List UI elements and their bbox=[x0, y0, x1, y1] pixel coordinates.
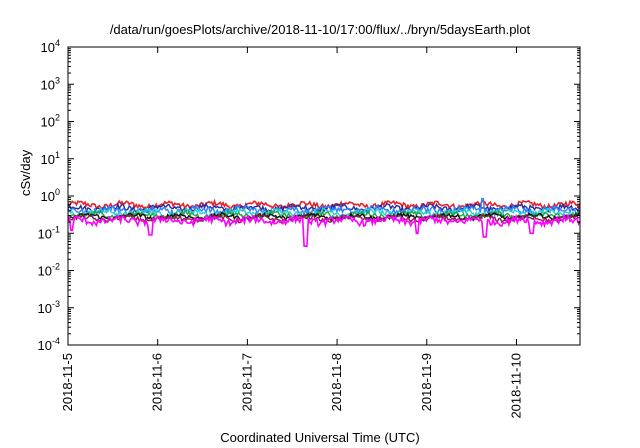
x-axis-label: Coordinated Universal Time (UTC) bbox=[220, 430, 420, 445]
y-tick-label: 103 bbox=[41, 75, 60, 92]
chart-title: /data/run/goesPlots/archive/2018-11-10/1… bbox=[109, 22, 531, 37]
x-tick-label: 2018-11-9 bbox=[419, 353, 434, 411]
x-tick-label: 2018-11-7 bbox=[239, 353, 254, 411]
x-tick-label: 2018-11-10 bbox=[508, 353, 523, 419]
y-tick-label: 10-3 bbox=[38, 299, 60, 316]
axes-layer: 10-4 10-3 10-2 10-1 100 101 102 103 104 2018-11-5… bbox=[38, 38, 581, 419]
series-line-8 bbox=[67, 212, 581, 247]
y-tick-label: 102 bbox=[41, 113, 60, 130]
x-tick-label: 2018-11-6 bbox=[150, 353, 165, 411]
x-tick-label: 2018-11-5 bbox=[60, 353, 75, 411]
series-layer bbox=[67, 197, 581, 247]
y-tick-label: 100 bbox=[41, 187, 60, 204]
y-tick-label: 10-1 bbox=[38, 224, 60, 241]
y-tick-label: 10-4 bbox=[38, 336, 60, 353]
y-tick-label: 104 bbox=[41, 38, 60, 55]
y-tick-label: 10-2 bbox=[38, 262, 60, 279]
x-tick-label: 2018-11-8 bbox=[329, 353, 344, 411]
series-line-6 bbox=[67, 211, 581, 223]
y-tick-label: 101 bbox=[41, 150, 60, 167]
plot-frame bbox=[67, 46, 581, 346]
series-line-5 bbox=[67, 209, 581, 222]
